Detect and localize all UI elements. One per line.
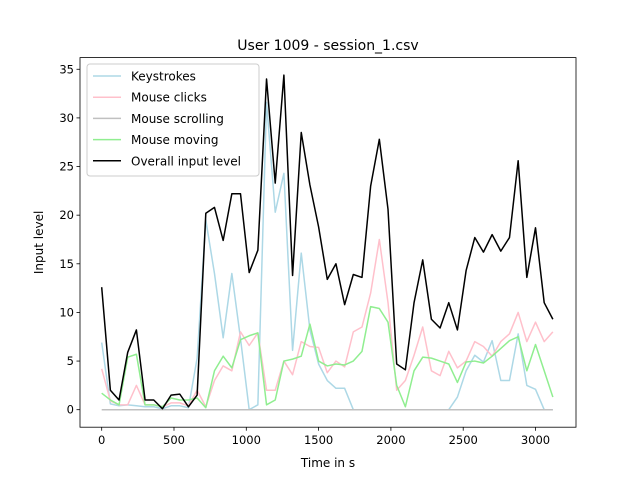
x-tick-label: 500 bbox=[163, 433, 185, 447]
y-tick-label: 15 bbox=[59, 257, 74, 271]
legend-label-overall-input-level: Overall input level bbox=[131, 154, 241, 168]
y-tick-label: 10 bbox=[59, 305, 74, 319]
series-line-mouse-moving bbox=[101, 305, 554, 409]
legend-label-mouse-scrolling: Mouse scrolling bbox=[131, 112, 224, 126]
y-axis: 0 5 10 15 20 25 30 35 bbox=[59, 62, 80, 417]
legend-label-mouse-moving: Mouse moving bbox=[131, 133, 218, 147]
legend-label-keystrokes: Keystrokes bbox=[131, 70, 196, 84]
legend-label-mouse-clicks: Mouse clicks bbox=[131, 91, 207, 105]
series-line-mouse-clicks bbox=[100, 238, 554, 408]
x-tick-label: 2500 bbox=[449, 433, 478, 447]
x-tick-label: 1500 bbox=[304, 433, 333, 447]
y-tick-label: 0 bbox=[67, 403, 74, 417]
chart-title: User 1009 - session_1.csv bbox=[237, 38, 418, 54]
x-tick-label: 2000 bbox=[376, 433, 405, 447]
x-tick-label: 3000 bbox=[521, 433, 550, 447]
legend: Keystrokes Mouse clicks Mouse scrolling Mou… bbox=[86, 63, 260, 177]
x-axis: 0 500 1000 1500 2000 2500 3000 bbox=[98, 427, 550, 447]
y-tick-label: 5 bbox=[67, 354, 74, 368]
axes-frame bbox=[79, 57, 577, 428]
y-axis-label: Input level bbox=[32, 211, 46, 274]
legend-box bbox=[86, 63, 260, 177]
y-tick-label: 30 bbox=[59, 111, 74, 125]
x-axis-label: Time in s bbox=[300, 456, 355, 470]
series-line-keystrokes bbox=[100, 101, 553, 411]
plot-lines bbox=[100, 74, 554, 411]
y-tick-label: 20 bbox=[59, 208, 74, 222]
series-line-overall-input-level bbox=[100, 74, 554, 410]
x-tick-label: 0 bbox=[98, 433, 105, 447]
y-tick-label: 25 bbox=[59, 160, 74, 174]
x-tick-label: 1000 bbox=[232, 433, 261, 447]
y-tick-label: 35 bbox=[59, 62, 74, 76]
